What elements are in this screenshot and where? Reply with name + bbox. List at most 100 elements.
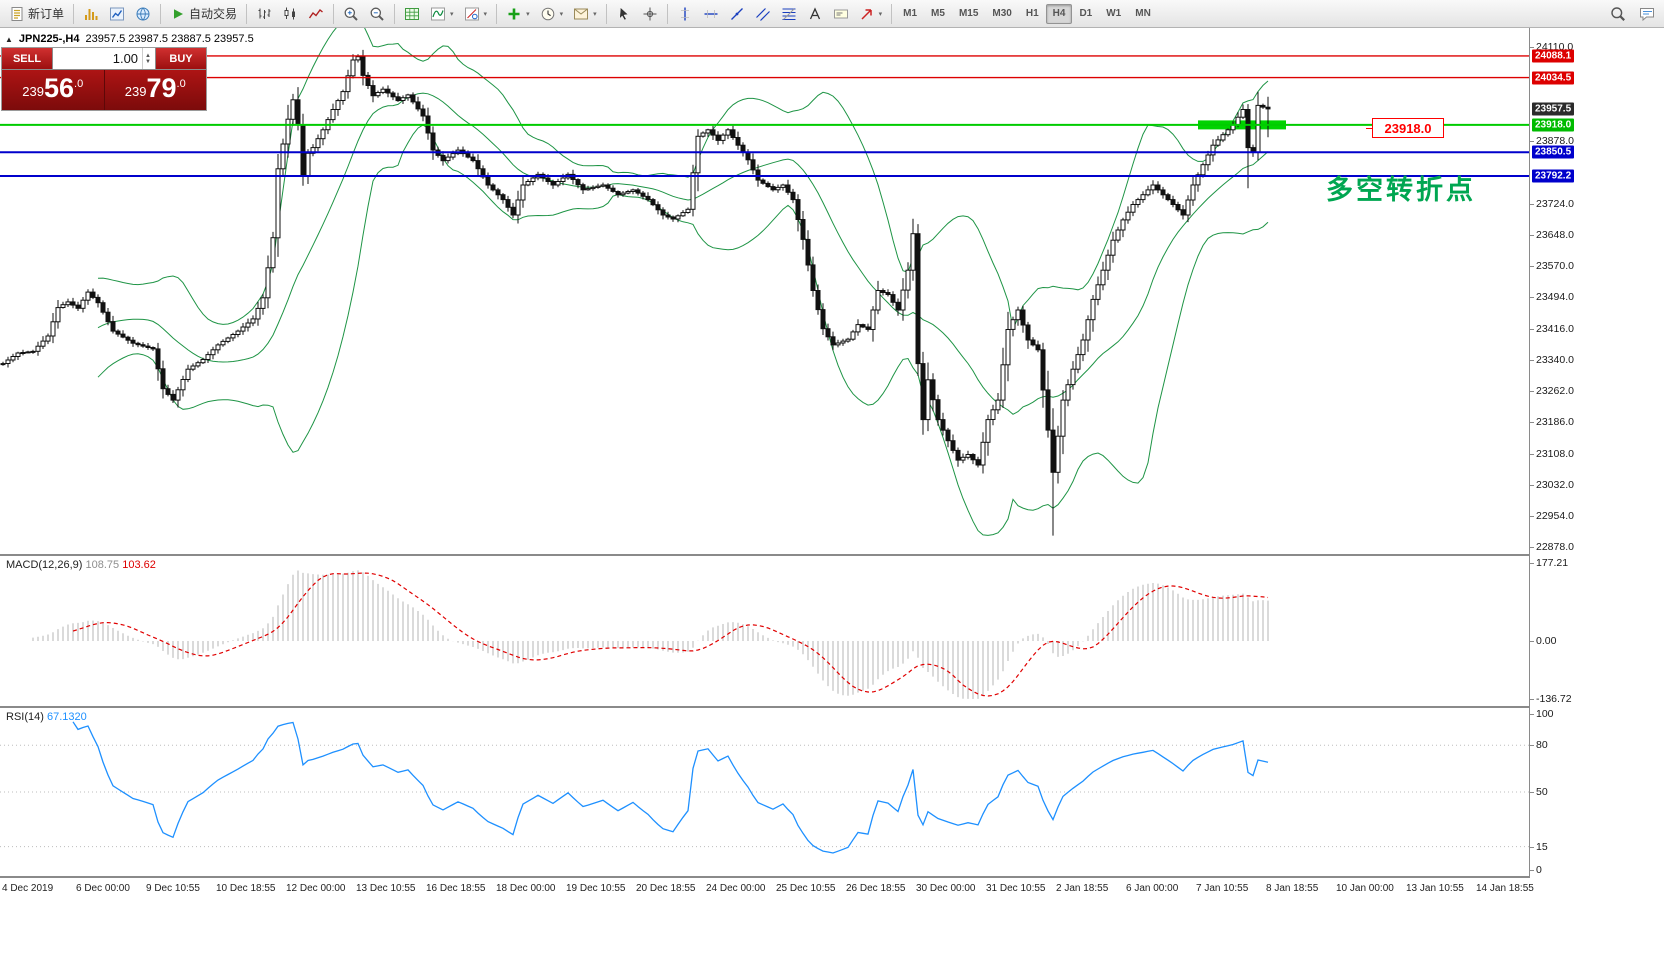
arrow-icon	[861, 8, 872, 20]
line-chart-mode-button[interactable]	[303, 3, 329, 25]
one-click-toggle[interactable]: ▲	[5, 34, 13, 44]
timeframe-m5[interactable]: M5	[924, 4, 952, 24]
crosshair-button[interactable]	[637, 3, 663, 25]
indicators-button[interactable]: ▾	[425, 3, 459, 25]
price-axis-label: 22878.0	[1536, 541, 1574, 553]
cursor-button[interactable]	[611, 3, 637, 25]
timeframe-m1[interactable]: M1	[896, 4, 924, 24]
tile-windows-button[interactable]	[399, 3, 425, 25]
chart-title: ▲ JPN225-,H4 23957.5 23987.5 23887.5 239…	[5, 33, 254, 45]
equidistant-channel-button[interactable]	[750, 3, 776, 25]
annotation-text[interactable]: 多空转折点	[1326, 175, 1476, 205]
price-axis-label: 50	[1536, 786, 1548, 798]
volume-spinner[interactable]: ▲ ▼	[142, 48, 153, 69]
spin-down-icon[interactable]: ▼	[145, 58, 151, 65]
new-order-button[interactable]: 新订单	[4, 3, 69, 25]
text-button[interactable]	[802, 3, 828, 25]
price-axis-label: -136.72	[1536, 693, 1572, 705]
timeframe-m1-label: M1	[903, 8, 918, 19]
timeframe-w1[interactable]: W1	[1099, 4, 1128, 24]
price-axis-label: 23494.0	[1536, 291, 1574, 303]
rsi-canvas[interactable]	[0, 708, 1529, 876]
price-axis-label: 23186.0	[1536, 416, 1574, 428]
chart-title-ohlc: 23957.5 23987.5 23887.5 23957.5	[85, 33, 254, 45]
rsi-value: 67.1320	[46, 711, 87, 723]
axis-tick	[1530, 745, 1534, 747]
time-axis-label: 7 Jan 10:55	[1196, 883, 1249, 894]
timeframe-h4[interactable]: H4	[1045, 3, 1073, 24]
time-axis-label: 19 Dec 10:55	[566, 883, 626, 894]
community-button[interactable]	[130, 3, 156, 25]
panel-splitter[interactable]	[0, 554, 1664, 556]
market-depth-button[interactable]	[78, 3, 104, 25]
text-label-button[interactable]	[828, 3, 854, 25]
arrow-objects-button[interactable]: ▾	[854, 3, 888, 25]
timeframe-m15[interactable]: M15	[952, 4, 985, 24]
axis-tick	[1530, 141, 1534, 143]
clock-icon	[541, 7, 554, 20]
chevron-down-icon: ▾	[559, 10, 564, 18]
hline-icon	[704, 9, 718, 18]
plus-icon	[508, 8, 520, 19]
buy-price[interactable]: 239 79.0	[105, 70, 207, 110]
objects-list-button[interactable]: ▾	[459, 3, 493, 25]
toolbar-separator	[394, 3, 396, 24]
algo-trading-button[interactable]: 自动交易	[165, 3, 242, 25]
candles-layer	[0, 49, 1271, 536]
rsi-label: RSI(14) 67.1320	[6, 711, 87, 723]
horizontal-line-button[interactable]	[698, 3, 724, 25]
zoomout-icon	[370, 7, 384, 21]
panel-splitter[interactable]	[0, 706, 1664, 708]
new-chart-button[interactable]	[104, 3, 130, 25]
chevron-down-icon: ▾	[526, 10, 530, 18]
price-axis-label: 0.00	[1536, 635, 1557, 647]
trendline-button[interactable]	[724, 3, 750, 25]
spin-up-icon[interactable]: ▲	[145, 52, 151, 59]
timeframe-h1[interactable]: H1	[1019, 4, 1046, 24]
zoom-out-button[interactable]	[364, 3, 390, 25]
price-axis[interactable]: 24110.0 23878.0 23724.0 23648.0 23570.0 23494…	[1529, 28, 1664, 878]
timeframe-d1[interactable]: D1	[1072, 4, 1099, 24]
fibo-icon	[782, 8, 796, 20]
magnifier-icon	[1611, 6, 1625, 21]
vertical-line-button[interactable]	[672, 3, 698, 25]
axis-tick	[1530, 234, 1534, 236]
volume-field[interactable]: 1.00 ▲ ▼	[52, 48, 156, 69]
fibonacci-button[interactable]	[776, 3, 802, 25]
zoom-in-button[interactable]	[338, 3, 364, 25]
globe-icon	[136, 7, 150, 20]
time-axis-label: 13 Jan 10:55	[1406, 883, 1464, 894]
toolbar-separator	[246, 3, 248, 24]
macd-canvas[interactable]	[0, 556, 1529, 706]
buy-button[interactable]: BUY	[156, 48, 206, 69]
sell-button[interactable]: SELL	[2, 48, 52, 69]
price-divider	[103, 70, 105, 110]
timeframe-mn[interactable]: MN	[1128, 4, 1158, 24]
axis-tick	[1530, 516, 1534, 518]
time-axis[interactable]: 4 Dec 2019 6 Dec 00:00 9 Dec 10:55 10 Dec 1…	[0, 878, 1664, 900]
axis-tick	[1530, 870, 1534, 871]
vline-icon	[680, 7, 689, 20]
chat-button[interactable]	[1634, 3, 1660, 25]
bar-chart-mode-button[interactable]	[251, 3, 277, 25]
price-level-tag[interactable]: 23918.0	[1366, 118, 1444, 138]
labelbox-icon	[833, 9, 848, 18]
time-axis-label: 14 Jan 18:55	[1476, 883, 1534, 894]
panel-splitter[interactable]	[0, 876, 1664, 878]
timeframe-mn-label: MN	[1135, 8, 1151, 19]
toolbar: 新订单 自动交易 ▾ ▾ ▾ ▾ ▾ ▾ M1 M5 M15 M30 H1 H4 D1 W1 MN	[0, 0, 1664, 28]
search-button[interactable]	[1605, 3, 1631, 25]
timeframe-m30[interactable]: M30	[985, 4, 1018, 24]
buy-price-big: 79	[146, 73, 177, 103]
axis-tick	[1530, 266, 1534, 268]
sell-price[interactable]: 239 56.0	[2, 70, 104, 110]
candlestick-mode-button[interactable]	[277, 3, 303, 25]
periods-button[interactable]: ▾	[535, 3, 569, 25]
templates-button[interactable]: ▾	[568, 3, 602, 25]
objects-icon	[464, 7, 479, 20]
main-chart-canvas[interactable]	[0, 28, 1529, 554]
time-axis-label: 24 Dec 00:00	[706, 883, 766, 894]
add-indicator-button[interactable]: ▾	[501, 3, 535, 25]
macd-label: MACD(12,26,9) 108.75 103.62	[6, 559, 156, 571]
axis-tick	[1530, 547, 1534, 548]
